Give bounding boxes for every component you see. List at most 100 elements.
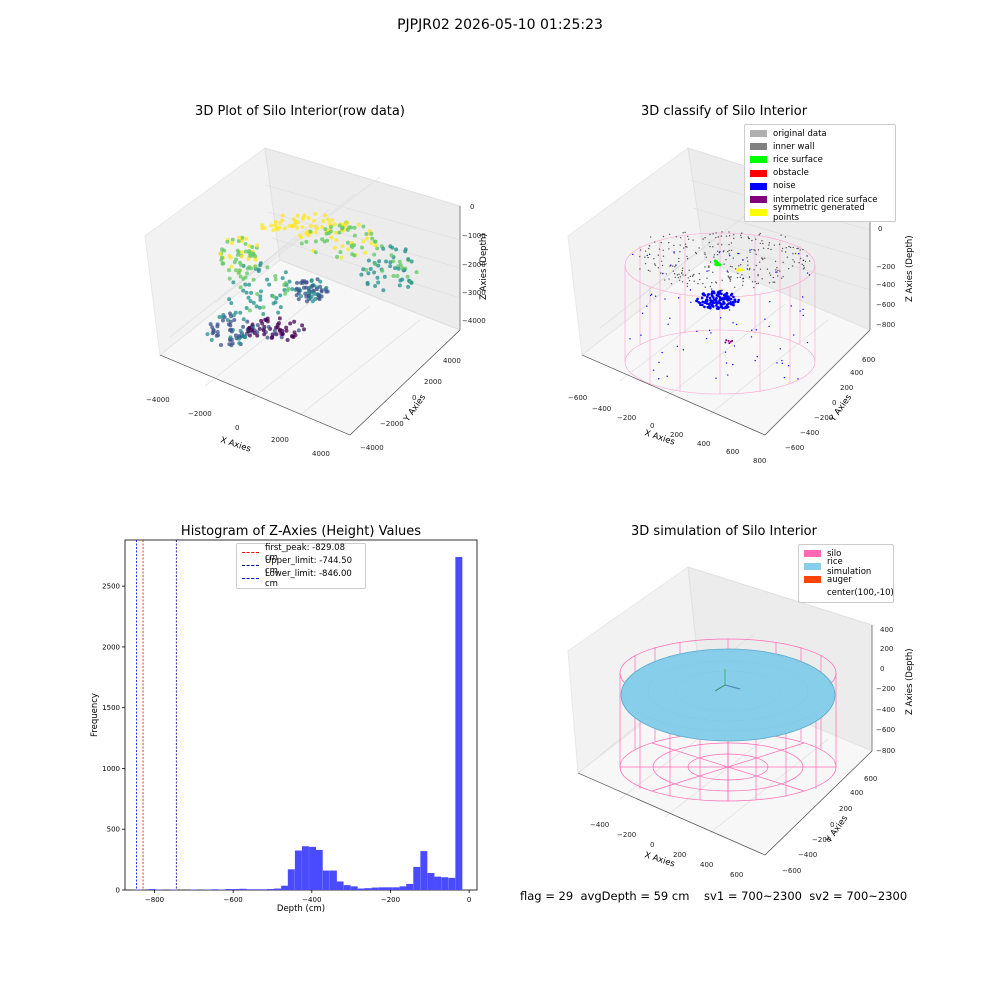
scatter-point (257, 305, 262, 310)
scatter-point (215, 324, 220, 329)
scatter-point (298, 294, 303, 299)
scatter-point (365, 280, 370, 285)
original-data-point (694, 251, 697, 254)
panel1-axes-box (144, 147, 461, 436)
histogram-legend: first_peak: -829.08 cm Upper_limit: -744… (236, 543, 366, 589)
scatter-point (269, 335, 274, 340)
scatter-point (290, 287, 295, 292)
noise-point (729, 302, 733, 306)
scatter-point (255, 243, 260, 248)
scatter-point (384, 259, 389, 264)
legend-swatch (750, 130, 767, 138)
scatter-point (237, 235, 242, 240)
original-data-point (768, 242, 771, 244)
noise-point (712, 296, 715, 299)
scatter-point (382, 274, 387, 279)
scatter-point (251, 277, 256, 282)
original-data-point (678, 279, 681, 282)
original-data-point (798, 261, 800, 264)
scatter-point (391, 273, 396, 278)
histogram-bar (281, 885, 289, 890)
original-data-point (702, 282, 704, 285)
scatter-point (243, 241, 248, 246)
original-data-point (796, 247, 798, 250)
panel2-ztick: −800 (876, 321, 895, 329)
scatter-point (403, 249, 408, 254)
original-data-point (753, 269, 755, 271)
panel2-xtick: −400 (592, 405, 611, 413)
scatter-point (309, 294, 314, 299)
noise-point (705, 337, 708, 340)
original-data-point (760, 257, 763, 259)
scatter-point (295, 225, 300, 230)
panel4-xtick: −200 (617, 831, 636, 839)
interpolated-point (724, 341, 727, 344)
legend-line-swatch (242, 565, 259, 567)
original-data-point (775, 269, 777, 271)
scatter-point (332, 245, 337, 250)
legend-label-silo: silo (827, 548, 842, 559)
scatter-point (389, 253, 394, 258)
scatter-point (280, 218, 285, 223)
original-data-point (803, 267, 806, 269)
panel1-xtick: −2000 (188, 410, 212, 418)
original-data-point (687, 235, 689, 238)
original-data-point (748, 269, 751, 271)
scatter-point (323, 227, 328, 232)
y-tick-label: 1500 (102, 704, 120, 712)
scatter-point (244, 290, 249, 295)
panel4-legend: silo rice simulation auger center(100,-1… (798, 544, 894, 603)
noise-point (755, 329, 758, 331)
original-data-point (668, 241, 670, 244)
original-data-point (699, 278, 701, 281)
panel4-xlabel: X Axies (643, 850, 676, 869)
legend-label-noise: noise (773, 181, 796, 192)
original-data-point (755, 282, 758, 285)
original-data-point (757, 273, 759, 276)
original-data-point (762, 257, 764, 259)
original-data-point (749, 267, 751, 270)
original-data-point (639, 268, 641, 270)
original-data-point (782, 275, 784, 278)
noise-point (715, 293, 719, 297)
scatter-point (250, 245, 255, 250)
scatter-point (304, 280, 309, 285)
original-data-point (742, 280, 744, 283)
original-data-point (721, 279, 723, 281)
scatter-point (253, 257, 258, 262)
scatter-point (273, 277, 278, 282)
original-data-point (740, 264, 742, 266)
original-data-point (704, 286, 707, 288)
original-data-point (681, 281, 684, 283)
original-data-point (668, 248, 670, 250)
noise-point (646, 254, 648, 257)
noise-point (732, 322, 734, 324)
panel4-ytick: 400 (850, 789, 863, 797)
y-tick-label: 2500 (102, 583, 120, 591)
original-data-point (761, 278, 763, 280)
scatter-point (257, 326, 262, 331)
histogram-bar (301, 846, 309, 890)
original-data-point (681, 269, 684, 272)
original-data-point (779, 270, 781, 272)
original-data-point (803, 265, 805, 267)
panel3-histogram: 0 500 1000 1500 2000 2500 −800 −600 −400 −200 0 D… (90, 539, 478, 914)
scatter-point (274, 325, 279, 330)
scatter-point (261, 311, 266, 316)
original-data-point (759, 242, 761, 245)
scatter-point (292, 319, 297, 324)
original-data-point (685, 245, 687, 248)
scatter-point (325, 238, 330, 243)
original-data-point (776, 266, 778, 269)
scatter-point (366, 271, 371, 276)
noise-point (695, 299, 699, 303)
noise-point (701, 303, 704, 307)
scatter-point (345, 227, 350, 232)
scatter-point (340, 244, 345, 249)
scatter-point (276, 321, 281, 326)
original-data-point (653, 263, 656, 265)
scatter-point (304, 299, 309, 304)
noise-point (748, 276, 751, 278)
x-tick-label: −400 (302, 896, 321, 904)
scatter-point (261, 305, 266, 310)
